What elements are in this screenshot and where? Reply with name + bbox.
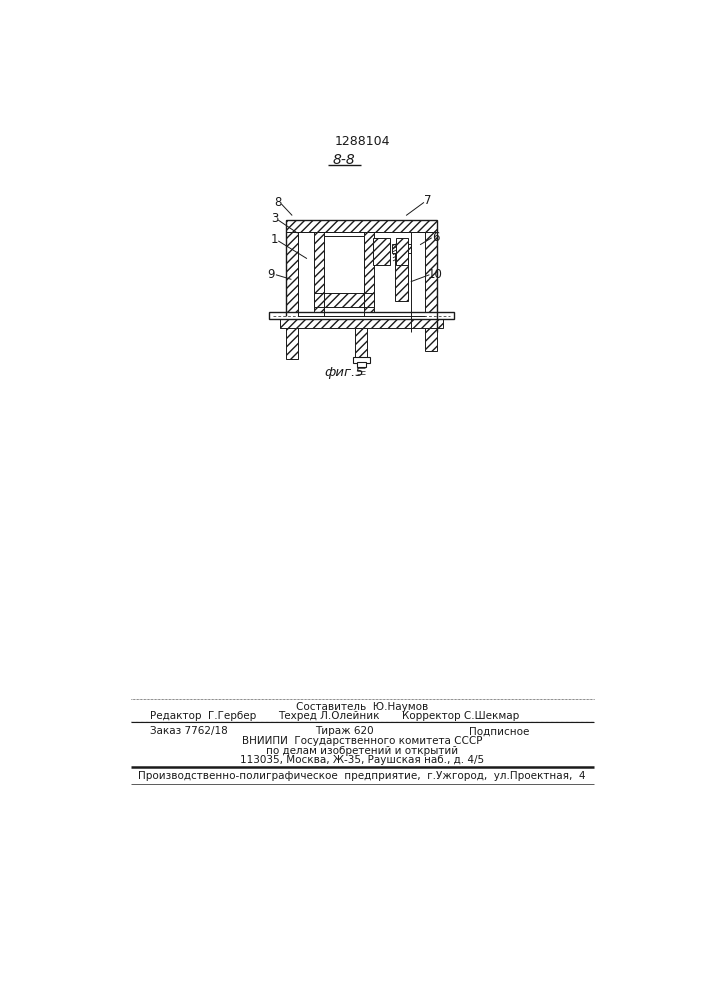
Bar — [314, 232, 324, 316]
Text: Техред Л.Олейник: Техред Л.Олейник — [278, 711, 380, 721]
Bar — [314, 293, 374, 307]
Text: по делам изобретений и открытий: по делам изобретений и открытий — [266, 746, 458, 756]
Bar — [373, 238, 390, 265]
Bar — [392, 244, 411, 253]
Bar — [353, 357, 370, 363]
Text: 1: 1 — [271, 233, 278, 246]
Text: Составитель  Ю.Наумов: Составитель Ю.Наумов — [296, 702, 428, 712]
Bar — [280, 319, 443, 328]
Bar — [269, 312, 454, 319]
Text: фиг.5: фиг.5 — [325, 366, 364, 379]
Bar — [364, 232, 374, 316]
Bar — [286, 220, 437, 232]
Text: 9: 9 — [267, 267, 275, 280]
Bar — [355, 328, 368, 357]
Bar — [286, 232, 298, 316]
Text: 8-8: 8-8 — [333, 153, 356, 167]
Bar — [324, 236, 364, 293]
Text: Производственно-полиграфическое  предприятие,  г.Ужгород,  ул.Проектная,  4: Производственно-полиграфическое предприя… — [138, 771, 585, 781]
Bar — [286, 316, 298, 359]
Text: 113035, Москва, Ж-35, Раушская наб., д. 4/5: 113035, Москва, Ж-35, Раушская наб., д. … — [240, 755, 484, 765]
Text: Редактор  Г.Гербер: Редактор Г.Гербер — [150, 711, 256, 721]
Text: 7: 7 — [424, 194, 431, 207]
Bar — [356, 362, 366, 367]
Bar — [425, 232, 437, 332]
Bar — [396, 238, 409, 265]
Text: Заказ 7762/18: Заказ 7762/18 — [151, 726, 228, 736]
Text: Подписное: Подписное — [469, 726, 530, 736]
Text: ВНИИПИ  Государственного комитета СССР: ВНИИПИ Государственного комитета СССР — [242, 736, 482, 746]
Text: 3: 3 — [271, 212, 278, 225]
Text: Корректор С.Шекмар: Корректор С.Шекмар — [402, 711, 519, 721]
Text: 6: 6 — [432, 231, 439, 244]
Text: 10: 10 — [427, 267, 443, 280]
Text: Тираж 620: Тираж 620 — [315, 726, 373, 736]
Text: 1288104: 1288104 — [334, 135, 390, 148]
Bar — [395, 248, 408, 301]
Bar — [425, 316, 437, 351]
Text: 8: 8 — [274, 196, 281, 209]
